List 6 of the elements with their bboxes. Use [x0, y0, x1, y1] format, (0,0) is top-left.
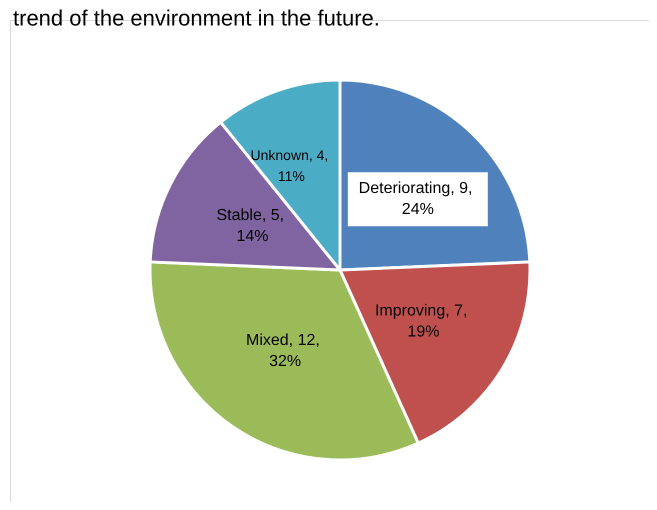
slice-label: Improving, 7, 19%	[374, 302, 472, 340]
chart-title: trend of the environment in the future.	[13, 6, 380, 30]
slice-label: Deteriorating, 9, 24%	[358, 180, 477, 218]
slice-label: Mixed, 12, 32%	[246, 332, 324, 370]
slice-label: Unknown, 4, 11%	[250, 147, 332, 184]
slice-label: Stable, 5, 14%	[216, 206, 289, 245]
